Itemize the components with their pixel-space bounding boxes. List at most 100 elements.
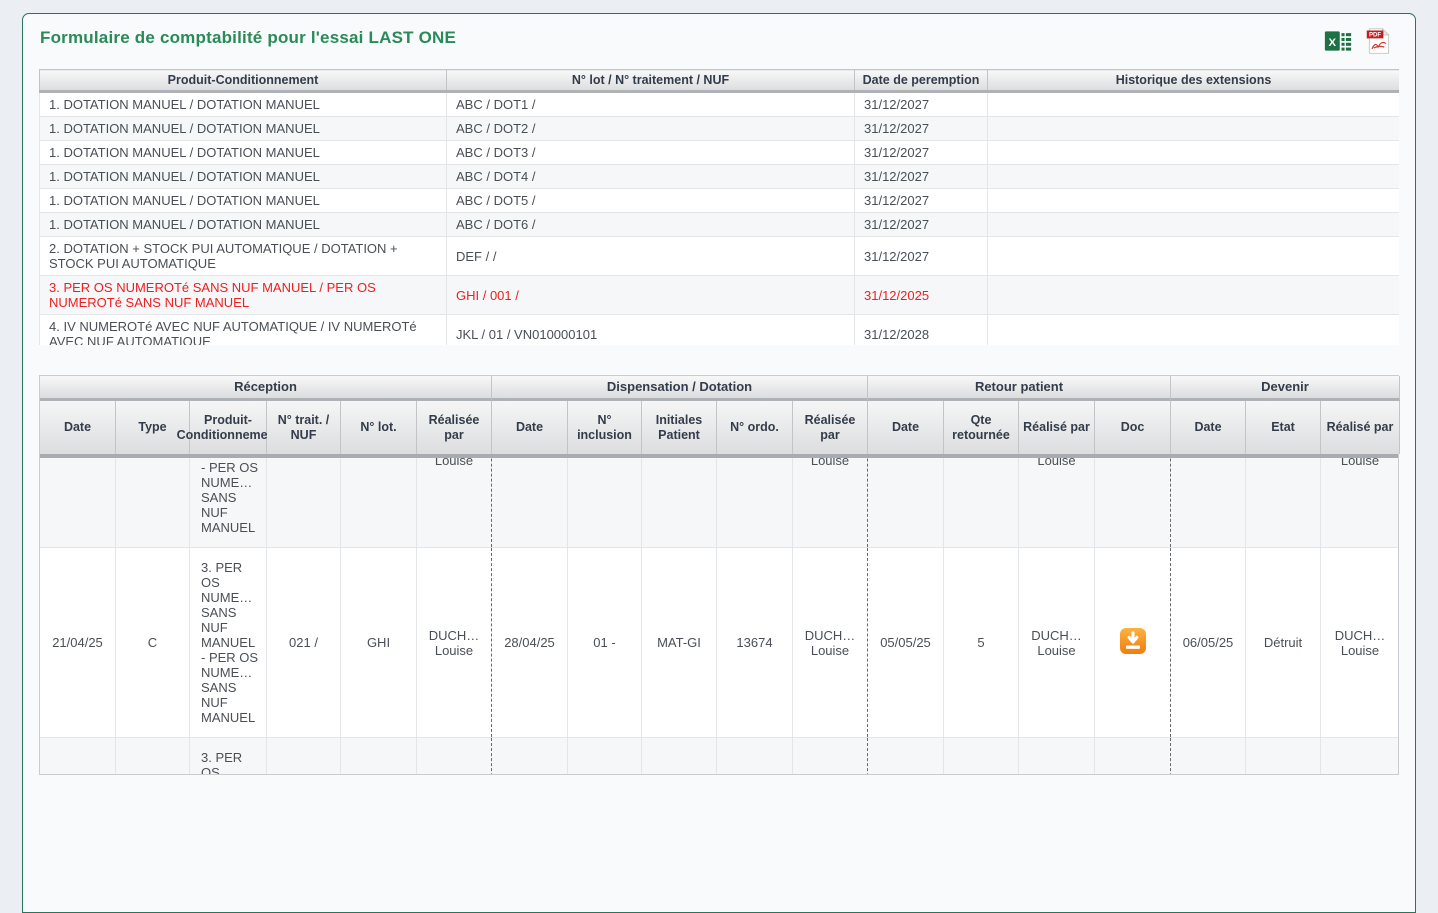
group-devenir: Devenir [1171, 376, 1400, 401]
stock-row: 1. DOTATION MANUEL / DOTATION MANUEL ABC… [39, 212, 1399, 237]
cell-reception-date [40, 458, 116, 547]
stock-table: Produit-Conditionnement N° lot / N° trai… [39, 69, 1399, 345]
cell-produit: 4. IV NUMEROTé AVEC NUF AUTOMATIQUE / IV… [39, 314, 447, 345]
group-dispensation: Dispensation / Dotation [492, 376, 868, 401]
cell-peremption: 31/12/2027 [854, 140, 988, 165]
cell-peremption: 31/12/2027 [854, 212, 988, 237]
col-reception-type: Type [116, 401, 190, 454]
cell-reception-lot [341, 738, 417, 774]
cell-reception-produit: 3. PER OS NUME… SANS NUF MANUEL - PER OS… [190, 548, 267, 737]
col-reception-date: Date [40, 401, 116, 454]
page-title: Formulaire de comptabilité pour l'essai … [40, 28, 457, 47]
cell-lot: JKL / 01 / VN010000101 [446, 314, 855, 345]
cell-dispensation-initiales [642, 738, 717, 774]
cell-dispensation-date [492, 738, 568, 774]
cell-retour-doc [1095, 738, 1171, 774]
stock-row: 1. DOTATION MANUEL / DOTATION MANUEL ABC… [39, 116, 1399, 141]
cell-dispensation-ordo: 13674 [717, 548, 793, 737]
col-retour-doc: Doc [1095, 401, 1171, 454]
cell-historique [987, 236, 1399, 276]
cell-peremption: 31/12/2027 [854, 164, 988, 189]
movements-sub-header: Date Type Produit-Conditionnement N° tra… [40, 401, 1400, 458]
cell-retour-qte: 5 [944, 548, 1019, 737]
stock-row: 1. DOTATION MANUEL / DOTATION MANUEL ABC… [39, 140, 1399, 165]
col-dispensation-inclusion: N° inclusion [568, 401, 642, 454]
cell-lot: ABC / DOT6 / [446, 212, 855, 237]
movement-row: 3. PER OS NUME… SANS NUF MANUEL - PER OS… [40, 738, 1398, 774]
cell-peremption: 31/12/2027 [854, 91, 988, 117]
cell-dispensation-par: DUCH… Louise [793, 548, 868, 737]
download-doc-icon[interactable] [1119, 628, 1146, 657]
cell-lot: DEF / / [446, 236, 855, 276]
cell-retour-date [868, 458, 944, 547]
movements-body-viewport[interactable]: 3. PER OS NUME… SANS NUF MANUEL - PER OS… [40, 458, 1398, 774]
cell-devenir-par: DUCH… Louise [1321, 548, 1398, 737]
excel-export-icon[interactable]: X [1324, 27, 1352, 55]
cell-retour-par [1019, 738, 1095, 774]
cell-retour-par: DUCH… Louise [1019, 458, 1095, 547]
col-dispensation-realisee-par: Réalisée par [793, 401, 868, 454]
stock-table-viewport: Produit-Conditionnement N° lot / N° trai… [39, 69, 1399, 345]
cell-peremption: 31/12/2027 [854, 188, 988, 213]
cell-historique [987, 116, 1399, 141]
cell-reception-produit: 3. PER OS NUME… SANS NUF MANUEL - PER OS… [190, 458, 267, 547]
cell-reception-date: 21/04/25 [40, 548, 116, 737]
col-dispensation-date: Date [492, 401, 568, 454]
col-devenir-etat: Etat [1246, 401, 1321, 454]
cell-reception-par [417, 738, 492, 774]
cell-produit: 1. DOTATION MANUEL / DOTATION MANUEL [39, 91, 447, 117]
cell-reception-trait [267, 458, 341, 547]
cell-devenir-date [1171, 458, 1246, 547]
cell-dispensation-ordo [717, 738, 793, 774]
cell-peremption: 31/12/2025 [854, 275, 988, 315]
cell-dispensation-initiales [642, 458, 717, 547]
col-retour-realise-par: Réalisé par [1019, 401, 1095, 454]
cell-historique [987, 140, 1399, 165]
cell-produit: 1. DOTATION MANUEL / DOTATION MANUEL [39, 164, 447, 189]
col-devenir-realise-par: Réalisé par [1321, 401, 1400, 454]
cell-produit: 1. DOTATION MANUEL / DOTATION MANUEL [39, 188, 447, 213]
cell-reception-type [116, 458, 190, 547]
stock-row: 1. DOTATION MANUEL / DOTATION MANUEL ABC… [39, 91, 1399, 117]
col-dispensation-ordo: N° ordo. [717, 401, 793, 454]
cell-peremption: 31/12/2028 [854, 314, 988, 345]
cell-reception-produit: 3. PER OS NUME… SANS NUF MANUEL - PER OS… [190, 738, 267, 774]
group-reception: Réception [40, 376, 492, 401]
cell-lot: ABC / DOT5 / [446, 188, 855, 213]
cell-lot: GHI / 001 / [446, 275, 855, 315]
cell-retour-date [868, 738, 944, 774]
cell-historique [987, 275, 1399, 315]
export-toolbar: X PDF [1324, 27, 1393, 55]
cell-devenir-par [1321, 738, 1398, 774]
cell-dispensation-par [793, 738, 868, 774]
col-lot-traitement-nuf: N° lot / N° traitement / NUF [446, 69, 855, 93]
movements-table: Réception Dispensation / Dotation Retour… [39, 375, 1400, 775]
group-retour-patient: Retour patient [868, 376, 1171, 401]
cell-peremption: 31/12/2027 [854, 116, 988, 141]
cell-retour-doc [1095, 548, 1171, 737]
cell-dispensation-date [492, 458, 568, 547]
cell-dispensation-date: 28/04/25 [492, 548, 568, 737]
cell-devenir-etat: Détruit [1246, 548, 1321, 737]
cell-reception-trait [267, 738, 341, 774]
cell-reception-date [40, 738, 116, 774]
cell-produit: 2. DOTATION + STOCK PUI AUTOMATIQUE / DO… [39, 236, 447, 276]
cell-retour-qte [944, 738, 1019, 774]
stock-row: 4. IV NUMEROTé AVEC NUF AUTOMATIQUE / IV… [39, 314, 1399, 345]
cell-produit: 3. PER OS NUMEROTé SANS NUF MANUEL / PER… [39, 275, 447, 315]
pdf-export-icon[interactable]: PDF [1365, 27, 1393, 55]
cell-produit: 1. DOTATION MANUEL / DOTATION MANUEL [39, 212, 447, 237]
cell-reception-lot [341, 458, 417, 547]
col-reception-produit: Produit-Conditionnement [177, 401, 279, 454]
cell-historique [987, 91, 1399, 117]
cell-dispensation-inclusion: 01 - [568, 548, 642, 737]
cell-lot: ABC / DOT2 / [446, 116, 855, 141]
cell-produit: 1. DOTATION MANUEL / DOTATION MANUEL [39, 140, 447, 165]
cell-produit: 1. DOTATION MANUEL / DOTATION MANUEL [39, 116, 447, 141]
movements-group-header: Réception Dispensation / Dotation Retour… [40, 376, 1400, 401]
col-produit-conditionnement: Produit-Conditionnement [39, 69, 447, 93]
stock-row-expiry-alert: 3. PER OS NUMEROTé SANS NUF MANUEL / PER… [39, 275, 1399, 315]
col-reception-realisee-par: Réalisée par [417, 401, 492, 454]
cell-peremption: 31/12/2027 [854, 236, 988, 276]
cell-devenir-par: DUCH… Louise [1321, 458, 1398, 547]
